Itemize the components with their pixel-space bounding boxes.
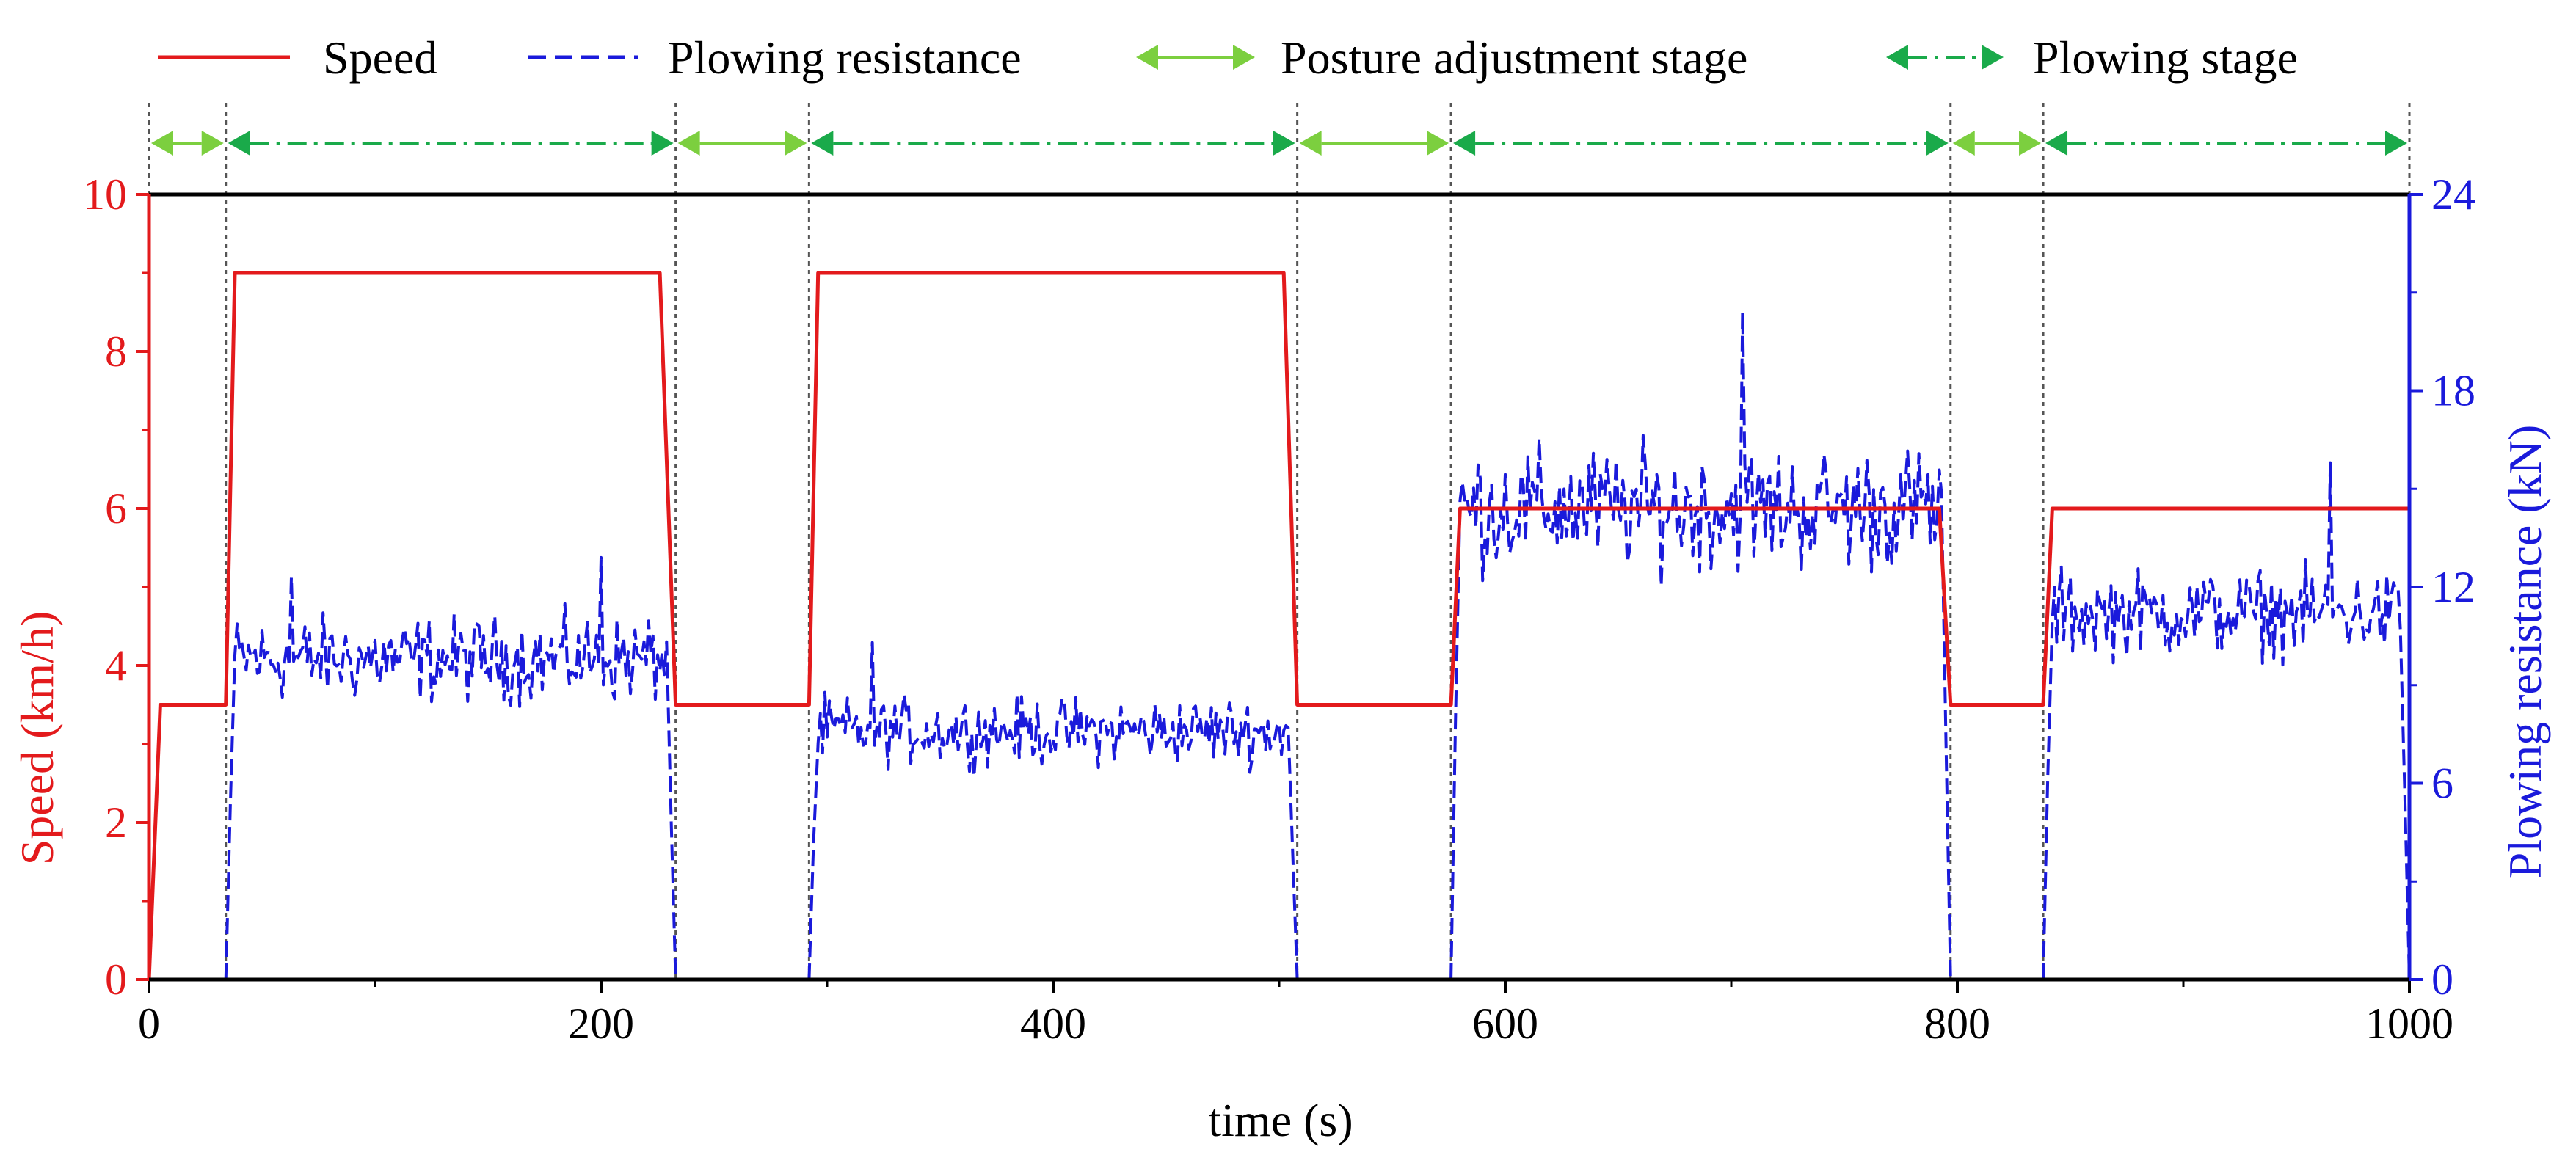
legend-swatch-plowing-head-right <box>1982 45 2004 70</box>
legend-label: Plowing resistance <box>668 32 1022 84</box>
plowing-stage-arrow-head-left <box>2045 131 2068 156</box>
legend-label: Plowing stage <box>2033 32 2298 84</box>
plowing-resistance-line-segment <box>224 555 677 980</box>
legend-swatch-plowing <box>1886 45 2004 70</box>
plowing-stage-arrow-head-right <box>1926 131 1949 156</box>
legend: Speed Plowing resistance Posture adjustmen… <box>158 32 2298 84</box>
posture-adjustment-arrow <box>151 131 224 156</box>
posture-adjustment-arrow-head-right <box>1427 131 1449 156</box>
plowing-stage-arrow <box>1453 131 1949 156</box>
legend-label: Speed <box>323 32 437 84</box>
posture-adjustment-arrow-head-left <box>151 131 173 156</box>
legend-swatch-posture-head-left <box>1136 45 1158 70</box>
posture-adjustment-arrow-head-left <box>677 131 700 156</box>
legend-item: Posture adjustment stage <box>1136 32 1747 84</box>
plowing-resistance-line-segment <box>1449 310 1952 980</box>
plowing-stage-arrow <box>2045 131 2407 156</box>
posture-adjustment-arrow-head-right <box>785 131 807 156</box>
plowing-stage-arrow-head-right <box>1273 131 1295 156</box>
x-tick-label: 1000 <box>2365 999 2453 1048</box>
posture-adjustment-arrow-head-right <box>201 131 224 156</box>
legend-swatch-posture <box>1136 45 1255 70</box>
y-axis-left-label: Speed (km/h) <box>11 611 63 866</box>
x-axis-label: time (s) <box>1208 1094 1353 1146</box>
plowing-resistance-line-segment <box>807 641 1299 980</box>
x-tick-label: 400 <box>1020 999 1086 1048</box>
legend-label: Posture adjustment stage <box>1281 32 1747 84</box>
plowing-stage-arrow <box>811 131 1295 156</box>
y-right-tick-label: 18 <box>2431 367 2475 415</box>
y-left-tick-label: 0 <box>105 955 127 1004</box>
y-right-tick-label: 12 <box>2431 563 2475 611</box>
x-tick-label: 800 <box>1924 999 1990 1048</box>
y-right-tick-label: 6 <box>2431 759 2453 808</box>
plowing-stage-arrow-head-left <box>811 131 834 156</box>
posture-adjustment-arrow <box>1952 131 2042 156</box>
stage-markers <box>148 103 2411 980</box>
posture-adjustment-arrow-head-right <box>2019 131 2042 156</box>
x-tick-label: 200 <box>568 999 634 1048</box>
plowing-resistance-line-segment <box>2042 461 2411 980</box>
y-axis-right-label: Plowing resistance (kN) <box>2499 425 2551 879</box>
series-plowing-resistance <box>224 310 2411 980</box>
plowing-stage-arrow <box>228 131 674 156</box>
legend-swatch-posture-head-right <box>1233 45 1255 70</box>
y-left-tick-label: 4 <box>105 641 127 690</box>
plowing-stage-arrow-head-right <box>2385 131 2407 156</box>
x-tick-label: 600 <box>1472 999 1538 1048</box>
plot-area <box>147 271 2411 980</box>
y-right-tick-label: 0 <box>2431 955 2453 1004</box>
legend-item: Plowing resistance <box>528 32 1022 84</box>
posture-adjustment-arrow <box>677 131 807 156</box>
plowing-stage-arrow-head-left <box>228 131 250 156</box>
series-speed <box>147 271 2409 980</box>
y-left-tick-label: 10 <box>83 170 127 219</box>
posture-adjustment-arrow-head-left <box>1952 131 1975 156</box>
speed-line <box>147 271 2409 980</box>
plowing-stage-arrow-head-left <box>1453 131 1476 156</box>
y-right-tick-label: 24 <box>2431 170 2475 219</box>
x-tick-label: 0 <box>138 999 160 1048</box>
legend-swatch-plowing-head-left <box>1886 45 1908 70</box>
legend-item: Speed <box>158 32 437 84</box>
posture-adjustment-arrow-head-left <box>1299 131 1322 156</box>
y-left-tick-label: 8 <box>105 327 127 376</box>
posture-adjustment-arrow <box>1299 131 1449 156</box>
legend-item: Plowing stage <box>1886 32 2298 84</box>
y-left-tick-label: 2 <box>105 798 127 847</box>
y-left-tick-label: 6 <box>105 484 127 533</box>
plowing-stage-arrow-head-right <box>651 131 674 156</box>
